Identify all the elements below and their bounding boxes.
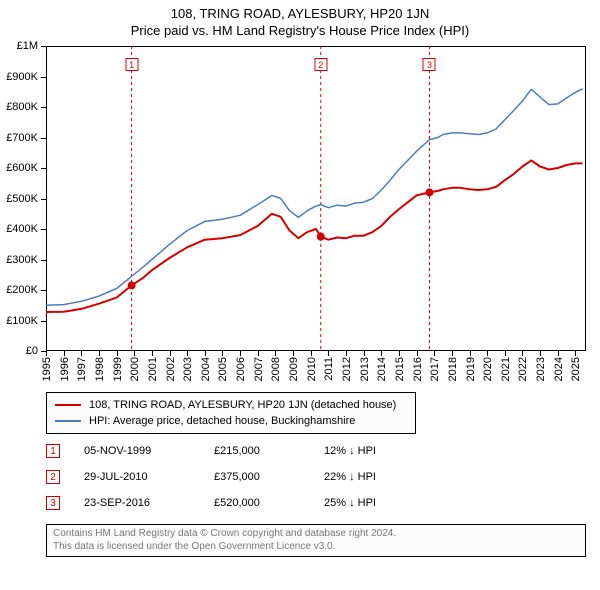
xtick-label: 2023 — [535, 357, 547, 381]
event-dot — [425, 188, 433, 196]
xtick-label: 1996 — [59, 357, 71, 381]
attribution-line1: Contains HM Land Registry data © Crown c… — [53, 528, 579, 541]
legend-item: 108, TRING ROAD, AYLESBURY, HP20 1JN (de… — [55, 397, 407, 413]
xtick-label: 2022 — [517, 357, 529, 381]
xtick-label: 1995 — [41, 357, 53, 381]
transaction-date: 29-JUL-2010 — [84, 471, 214, 483]
ytick-label: £1M — [0, 40, 38, 52]
xtick-label: 2005 — [217, 357, 229, 381]
event-dot — [128, 281, 136, 289]
ytick-label: £900K — [0, 71, 38, 83]
ytick-label: £0 — [0, 345, 38, 357]
xtick-label: 2006 — [235, 357, 247, 381]
xtick-label: 1999 — [112, 357, 124, 381]
xtick-label: 2010 — [306, 357, 318, 381]
attribution-line2: This data is licensed under the Open Gov… — [53, 541, 579, 554]
ytick-label: £100K — [0, 315, 38, 327]
transaction-index-box: 1 — [46, 444, 60, 458]
chart-container: { "title_line1": "108, TRING ROAD, AYLES… — [0, 0, 600, 590]
xtick-label: 2001 — [147, 357, 159, 381]
plot-svg — [0, 0, 600, 361]
event-marker-box: 1 — [125, 58, 138, 71]
legend: 108, TRING ROAD, AYLESBURY, HP20 1JN (de… — [46, 392, 416, 434]
transaction-diff: 25% ↓ HPI — [324, 497, 376, 509]
xtick-label: 2021 — [500, 357, 512, 381]
transactions-table: 1 05-NOV-1999£215,00012% ↓ HPI 2 29-JUL-201… — [46, 438, 376, 516]
series-hpi — [46, 89, 583, 306]
xtick-label: 2003 — [182, 357, 194, 381]
xtick-label: 2024 — [553, 357, 565, 381]
legend-item: HPI: Average price, detached house, Buck… — [55, 413, 407, 429]
xtick-label: 2015 — [394, 357, 406, 381]
transaction-diff: 12% ↓ HPI — [324, 445, 376, 457]
transaction-price: £215,000 — [214, 445, 324, 457]
xtick-label: 2000 — [129, 357, 141, 381]
xtick-label: 2007 — [253, 357, 265, 381]
xtick-label: 2018 — [447, 357, 459, 381]
xtick-label: 2004 — [200, 357, 212, 381]
xtick-label: 2017 — [429, 357, 441, 381]
transaction-price: £520,000 — [214, 497, 324, 509]
legend-label: 108, TRING ROAD, AYLESBURY, HP20 1JN (de… — [89, 399, 396, 411]
xtick-label: 1997 — [76, 357, 88, 381]
transaction-date: 05-NOV-1999 — [84, 445, 214, 457]
transaction-index-box: 3 — [46, 496, 60, 510]
transaction-row: 3 23-SEP-2016£520,00025% ↓ HPI — [46, 490, 376, 516]
xtick-label: 2019 — [465, 357, 477, 381]
xtick-label: 1998 — [94, 357, 106, 381]
ytick-label: £700K — [0, 132, 38, 144]
xtick-label: 2025 — [570, 357, 582, 381]
xtick-label: 2002 — [165, 357, 177, 381]
ytick-label: £300K — [0, 254, 38, 266]
transaction-date: 23-SEP-2016 — [84, 497, 214, 509]
transaction-row: 1 05-NOV-1999£215,00012% ↓ HPI — [46, 438, 376, 464]
xtick-label: 2016 — [412, 357, 424, 381]
transaction-price: £375,000 — [214, 471, 324, 483]
xtick-label: 2012 — [341, 357, 353, 381]
xtick-label: 2020 — [482, 357, 494, 381]
transaction-row: 2 29-JUL-2010£375,00022% ↓ HPI — [46, 464, 376, 490]
ytick-label: £800K — [0, 101, 38, 113]
event-marker-box: 2 — [314, 58, 327, 71]
attribution-box: Contains HM Land Registry data © Crown c… — [46, 524, 586, 557]
ytick-label: £600K — [0, 162, 38, 174]
xtick-label: 2014 — [376, 357, 388, 381]
xtick-label: 2013 — [359, 357, 371, 381]
xtick-label: 2011 — [323, 357, 335, 381]
series-price_paid — [46, 160, 583, 312]
xtick-label: 2009 — [288, 357, 300, 381]
transaction-diff: 22% ↓ HPI — [324, 471, 376, 483]
xtick-label: 2008 — [270, 357, 282, 381]
event-dot — [317, 233, 325, 241]
legend-label: HPI: Average price, detached house, Buck… — [89, 415, 355, 427]
ytick-label: £500K — [0, 193, 38, 205]
ytick-label: £200K — [0, 284, 38, 296]
transaction-index-box: 2 — [46, 470, 60, 484]
event-marker-box: 3 — [423, 58, 436, 71]
ytick-label: £400K — [0, 223, 38, 235]
